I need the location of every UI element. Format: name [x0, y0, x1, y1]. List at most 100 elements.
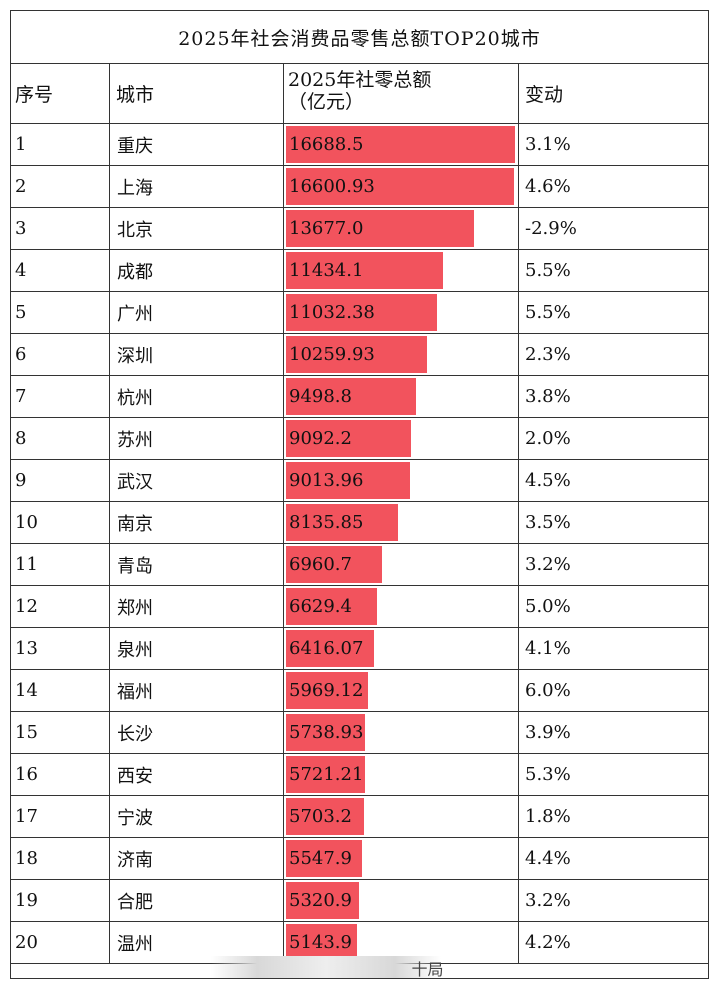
value-data-bar — [286, 756, 365, 793]
row-index: 18 — [11, 838, 110, 879]
row-index: 6 — [11, 334, 110, 375]
row-index: 19 — [11, 880, 110, 921]
row-value-cell: 5738.93 — [284, 712, 519, 753]
row-city: 北京 — [110, 208, 284, 249]
row-value-cell: 11434.1 — [284, 250, 519, 291]
retail-sales-table: 2025年社会消费品零售总额TOP20城市 序号 城市 2025年社零总额 （亿… — [10, 10, 709, 979]
value-data-bar — [286, 882, 359, 919]
row-city: 泉州 — [110, 628, 284, 669]
header-city: 城市 — [110, 63, 284, 124]
table-row: 2 上海 16600.93 4.6% — [11, 166, 708, 208]
value-data-bar — [286, 798, 364, 835]
row-change: 5.5% — [525, 260, 571, 281]
row-value-cell: 9013.96 — [284, 460, 519, 501]
value-data-bar — [286, 126, 515, 163]
table-row: 5 广州 11032.38 5.5% — [11, 292, 708, 334]
row-city: 长沙 — [110, 712, 284, 753]
row-city: 苏州 — [110, 418, 284, 459]
row-city: 武汉 — [110, 460, 284, 501]
row-change: 4.2% — [525, 932, 571, 953]
row-value: 5320.9 — [289, 890, 352, 911]
row-value-cell: 11032.38 — [284, 292, 519, 333]
row-change: 2.3% — [525, 344, 571, 365]
row-change: 4.6% — [525, 176, 571, 197]
blurred-watermark — [211, 956, 441, 978]
row-value-cell: 16688.5 — [284, 124, 519, 165]
table-row: 16 西安 5721.21 5.3% — [11, 754, 708, 796]
row-city: 广州 — [110, 292, 284, 333]
row-value: 5547.9 — [289, 848, 352, 869]
table-row: 15 长沙 5738.93 3.9% — [11, 712, 708, 754]
row-change: 5.3% — [525, 764, 571, 785]
value-data-bar — [286, 462, 410, 499]
row-index: 4 — [11, 250, 110, 291]
table-row: 1 重庆 16688.5 3.1% — [11, 124, 708, 166]
value-data-bar — [286, 420, 411, 457]
value-data-bar — [286, 924, 357, 961]
row-index: 2 — [11, 166, 110, 207]
row-index: 9 — [11, 460, 110, 501]
row-value: 5738.93 — [289, 722, 364, 743]
row-city: 西安 — [110, 754, 284, 795]
row-change: 1.8% — [525, 806, 571, 827]
row-city: 上海 — [110, 166, 284, 207]
row-index: 8 — [11, 418, 110, 459]
row-value-cell: 5969.12 — [284, 670, 519, 711]
table-row: 14 福州 5969.12 6.0% — [11, 670, 708, 712]
row-value-cell: 5721.21 — [284, 754, 519, 795]
row-city: 温州 — [110, 922, 284, 963]
row-change: 3.8% — [525, 386, 571, 407]
row-value-cell: 8135.85 — [284, 502, 519, 543]
row-city: 青岛 — [110, 544, 284, 585]
row-change: 4.5% — [525, 470, 571, 491]
value-data-bar — [286, 672, 368, 709]
value-data-bar — [286, 504, 398, 541]
table-row: 6 深圳 10259.93 2.3% — [11, 334, 708, 376]
value-data-bar — [286, 294, 437, 331]
table-row: 9 武汉 9013.96 4.5% — [11, 460, 708, 502]
row-value-cell: 13677.0 — [284, 208, 519, 249]
footer: 十局 — [11, 956, 708, 979]
row-value: 5143.9 — [289, 932, 352, 953]
row-change: 5.5% — [525, 302, 571, 323]
table-row: 17 宁波 5703.2 1.8% — [11, 796, 708, 838]
row-value: 8135.85 — [289, 512, 364, 533]
table-row: 8 苏州 9092.2 2.0% — [11, 418, 708, 460]
row-value-cell: 5703.2 — [284, 796, 519, 837]
row-index: 7 — [11, 376, 110, 417]
table-row: 18 济南 5547.9 4.4% — [11, 838, 708, 880]
row-index: 14 — [11, 670, 110, 711]
row-value-cell: 5547.9 — [284, 838, 519, 879]
row-index: 10 — [11, 502, 110, 543]
footer-text: 十局 — [411, 959, 444, 979]
row-change: 4.4% — [525, 848, 571, 869]
row-value: 6629.4 — [289, 596, 352, 617]
row-value: 6416.07 — [289, 638, 364, 659]
row-change: 3.1% — [525, 134, 571, 155]
row-index: 3 — [11, 208, 110, 249]
value-data-bar — [286, 168, 514, 205]
row-value-cell: 6960.7 — [284, 544, 519, 585]
row-city: 成都 — [110, 250, 284, 291]
row-city: 杭州 — [110, 376, 284, 417]
header-value-line2: （亿元） — [288, 91, 365, 113]
row-change: 4.1% — [525, 638, 571, 659]
row-value: 11434.1 — [289, 260, 364, 281]
table-row: 12 郑州 6629.4 5.0% — [11, 586, 708, 628]
row-city: 宁波 — [110, 796, 284, 837]
row-value: 9092.2 — [289, 428, 352, 449]
row-value: 13677.0 — [289, 218, 364, 239]
value-data-bar — [286, 252, 443, 289]
row-index: 12 — [11, 586, 110, 627]
row-index: 20 — [11, 922, 110, 963]
row-value-cell: 5320.9 — [284, 880, 519, 921]
value-data-bar — [286, 210, 474, 247]
row-value: 5703.2 — [289, 806, 352, 827]
row-index: 15 — [11, 712, 110, 753]
row-city: 济南 — [110, 838, 284, 879]
row-value-cell: 9498.8 — [284, 376, 519, 417]
row-value-cell: 6629.4 — [284, 586, 519, 627]
row-value: 5969.12 — [289, 680, 364, 701]
row-change: -2.9% — [525, 218, 577, 239]
table-title: 2025年社会消费品零售总额TOP20城市 — [11, 11, 708, 64]
